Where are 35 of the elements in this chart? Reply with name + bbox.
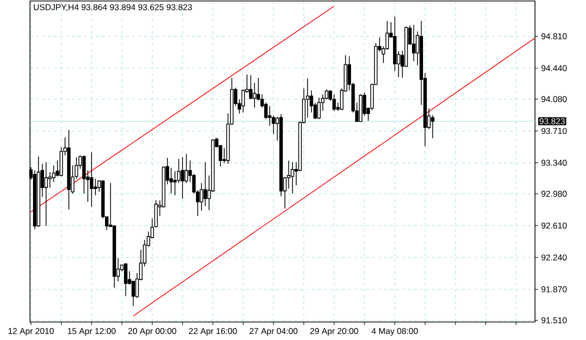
- candlestick: [332, 94, 336, 112]
- candlestick: [412, 24, 416, 62]
- y-tick-label: 93.340: [541, 160, 567, 166]
- candlestick: [324, 88, 328, 100]
- x-tick-label: 29 Apr 20:00: [310, 328, 358, 336]
- x-tick-label: 27 Apr 04:00: [250, 328, 298, 336]
- candlestick: [272, 115, 276, 134]
- candlestick: [173, 170, 177, 196]
- y-tick-label: 92.610: [541, 222, 567, 229]
- candlestick: [200, 182, 204, 212]
- x-tick-label: 22 Apr 16:00: [188, 328, 237, 336]
- x-tick-label: 20 Apr 00:00: [128, 328, 176, 336]
- chart-title: USDJPY,H4 93.864 93.894 93.625 93.823: [34, 4, 192, 12]
- y-tick-label: 91.510: [541, 317, 567, 324]
- candlestick: [90, 152, 94, 208]
- y-tick-label: 91.870: [541, 286, 567, 292]
- candlestick: [290, 162, 294, 194]
- y-tick-label: 94.080: [541, 96, 567, 102]
- y-tick-label: 92.240: [541, 254, 567, 260]
- x-tick-label: 15 Apr 12:00: [68, 328, 116, 336]
- candlestick: [44, 162, 48, 226]
- candlestick: [252, 82, 256, 108]
- candlestick: [124, 263, 128, 297]
- y-tick-label: 94.440: [541, 65, 567, 72]
- y-tick-label: 92.980: [541, 190, 567, 197]
- y-tick-label: 94.810: [541, 33, 567, 40]
- x-tick-label: 12 Apr 2010: [8, 328, 54, 336]
- x-tick-label: 4 May 08:00: [372, 328, 418, 336]
- y-tick-label: 93.710: [541, 128, 567, 134]
- candlestick: [430, 114, 434, 139]
- candlestick: [204, 162, 208, 207]
- candlestick: [180, 156, 184, 199]
- candlestick: [184, 154, 188, 184]
- ref-line-label: 93.823: [540, 118, 565, 124]
- candlestick: [94, 178, 98, 196]
